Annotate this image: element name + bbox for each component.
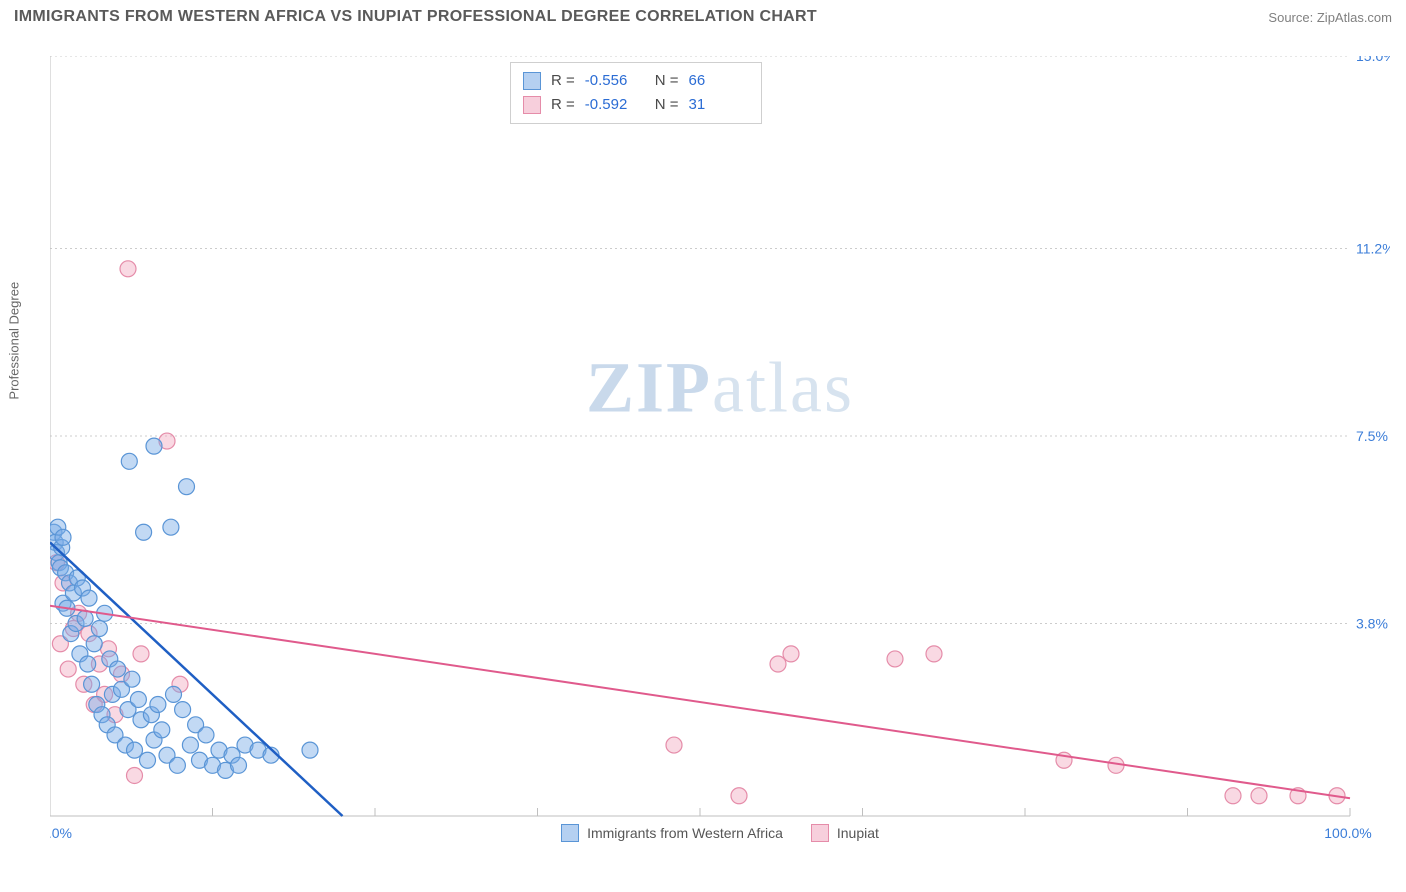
scatter-point <box>179 479 195 495</box>
correlation-legend: R = -0.556 N = 66 R = -0.592 N = 31 <box>510 62 762 124</box>
scatter-point <box>150 697 166 713</box>
scatter-point <box>121 453 137 469</box>
series-legend-label: Immigrants from Western Africa <box>587 825 783 841</box>
scatter-point <box>198 727 214 743</box>
scatter-point <box>80 656 96 672</box>
scatter-point <box>60 661 76 677</box>
scatter-point <box>84 676 100 692</box>
scatter-point <box>1225 788 1241 804</box>
scatter-point <box>175 702 191 718</box>
legend-swatch <box>523 72 541 90</box>
chart-title: IMMIGRANTS FROM WESTERN AFRICA VS INUPIA… <box>14 8 817 26</box>
scatter-point <box>1251 788 1267 804</box>
scatter-point <box>783 646 799 662</box>
chart-container: Professional Degree ZIPatlas 3.8%7.5%11.… <box>50 56 1390 846</box>
y-tick-label: 11.2% <box>1356 241 1390 257</box>
scatter-point <box>140 752 156 768</box>
scatter-point <box>182 737 198 753</box>
scatter-point <box>136 524 152 540</box>
scatter-point <box>302 742 318 758</box>
scatter-point <box>154 722 170 738</box>
scatter-point <box>110 661 126 677</box>
legend-n-label: N = <box>655 69 679 93</box>
series-legend-label: Inupiat <box>837 825 879 841</box>
scatter-point <box>124 671 140 687</box>
scatter-point <box>77 610 93 626</box>
legend-swatch <box>523 96 541 114</box>
scatter-point <box>163 519 179 535</box>
legend-r-label: R = <box>551 93 575 117</box>
scatter-point <box>81 590 97 606</box>
scatter-point <box>731 788 747 804</box>
scatter-point <box>166 686 182 702</box>
scatter-point <box>666 737 682 753</box>
legend-n-label: N = <box>655 93 679 117</box>
scatter-point <box>231 757 247 773</box>
legend-row: R = -0.592 N = 31 <box>523 93 749 117</box>
scatter-point <box>770 656 786 672</box>
legend-swatch <box>561 824 579 842</box>
scatter-point <box>130 691 146 707</box>
legend-r-value: -0.556 <box>585 69 645 93</box>
y-tick-label: 7.5% <box>1356 428 1388 444</box>
series-legend-item: Inupiat <box>811 824 879 842</box>
scatter-point <box>91 621 107 637</box>
legend-row: R = -0.556 N = 66 <box>523 69 749 93</box>
series-legend: Immigrants from Western Africa Inupiat <box>50 824 1390 842</box>
legend-n-value: 66 <box>689 69 749 93</box>
source-link[interactable]: ZipAtlas.com <box>1317 10 1392 25</box>
scatter-point <box>887 651 903 667</box>
scatter-point <box>120 261 136 277</box>
scatter-point <box>55 529 71 545</box>
y-axis-label: Professional Degree <box>7 282 22 400</box>
scatter-chart: 3.8%7.5%11.2%15.0%0.0%100.0% <box>50 56 1390 846</box>
scatter-point <box>127 767 143 783</box>
scatter-point <box>127 742 143 758</box>
scatter-point <box>133 646 149 662</box>
scatter-point <box>169 757 185 773</box>
scatter-point <box>146 438 162 454</box>
scatter-point <box>926 646 942 662</box>
legend-r-label: R = <box>551 69 575 93</box>
legend-n-value: 31 <box>689 93 749 117</box>
series-legend-item: Immigrants from Western Africa <box>561 824 783 842</box>
legend-swatch <box>811 824 829 842</box>
source-attribution: Source: ZipAtlas.com <box>1268 10 1392 25</box>
scatter-point <box>86 636 102 652</box>
source-label: Source: <box>1268 10 1313 25</box>
y-tick-label: 3.8% <box>1356 615 1388 631</box>
legend-r-value: -0.592 <box>585 93 645 117</box>
y-tick-label: 15.0% <box>1356 56 1390 64</box>
